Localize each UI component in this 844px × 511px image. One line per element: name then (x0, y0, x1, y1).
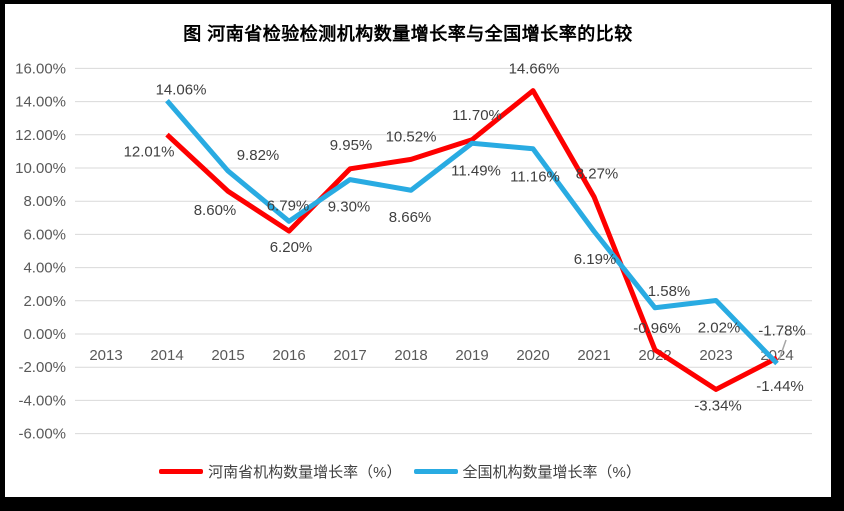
y-axis-tick-label: -6.00% (18, 426, 66, 443)
y-axis-tick-label: -2.00% (18, 359, 66, 376)
y-axis-tick-label: 4.00% (23, 260, 66, 277)
y-axis-tick-label: 14.00% (15, 94, 66, 111)
data-label: 8.66% (389, 209, 432, 226)
data-label: 11.16% (510, 169, 560, 186)
data-label: 6.79% (267, 197, 310, 214)
x-axis-tick-label: 2014 (150, 347, 183, 364)
data-label: 8.60% (194, 202, 237, 219)
x-axis-tick-label: 2023 (699, 347, 732, 364)
legend-label-henan: 河南省机构数量增长率（%） (208, 464, 402, 481)
x-axis-tick-label: 2016 (272, 347, 305, 364)
data-label: 11.70% (452, 107, 502, 124)
data-label: 9.95% (330, 137, 373, 154)
data-label: 9.82% (237, 147, 280, 164)
data-label: 8.27% (576, 166, 619, 183)
x-axis-tick-label: 2018 (394, 347, 427, 364)
y-axis-tick-label: 2.00% (23, 293, 66, 310)
data-label: 6.20% (270, 239, 313, 256)
data-label: 10.52% (386, 128, 437, 145)
frame-border-right (831, 0, 844, 511)
y-axis-tick-label: 12.00% (15, 127, 66, 144)
y-axis-tick-label: 16.00% (15, 60, 66, 77)
data-label: 6.19% (574, 251, 617, 268)
chart-legend: 河南省机构数量增长率（%） 全国机构数量增长率（%） (0, 461, 800, 482)
x-axis-tick-label: 2017 (333, 347, 366, 364)
data-label: 12.01% (124, 144, 175, 161)
data-label-leader-line (778, 339, 787, 361)
chart-title: 图 河南省检验检测机构数量增长率与全国增长率的比较 (183, 24, 633, 44)
x-axis-tick-label: 2020 (516, 347, 549, 364)
data-label: -3.34% (694, 397, 742, 414)
y-axis-tick-label: 10.00% (15, 160, 66, 177)
data-label: -0.96% (633, 320, 681, 337)
data-label: 9.30% (328, 199, 371, 216)
y-axis-tick-label: 0.00% (23, 326, 66, 343)
legend-swatch-henan (159, 469, 204, 474)
frame-border-left (0, 0, 5, 511)
y-axis-tick-label: 8.00% (23, 193, 66, 210)
legend-item-henan: 河南省机构数量增长率（%） (159, 461, 402, 482)
frame-border-top (0, 0, 844, 4)
data-label: 1.58% (648, 283, 691, 300)
data-label: -1.44% (756, 378, 804, 395)
data-label: 14.06% (156, 82, 207, 99)
legend-swatch-national (413, 469, 458, 474)
frame-border-bottom (0, 497, 844, 511)
data-label: 11.49% (451, 162, 501, 179)
x-axis-tick-label: 2021 (577, 347, 610, 364)
data-label: 14.66% (509, 61, 560, 78)
y-axis-tick-label: -4.00% (18, 392, 66, 409)
series-line-henan (165, 88, 779, 392)
series-line-national (165, 98, 779, 366)
x-axis-tick-label: 2022 (638, 347, 671, 364)
legend-label-national: 全国机构数量增长率（%） (462, 464, 641, 481)
data-label: 2.02% (698, 319, 741, 336)
legend-item-national: 全国机构数量增长率（%） (413, 461, 641, 482)
y-axis-tick-label: 6.00% (23, 226, 66, 243)
data-label: -1.78% (758, 323, 806, 340)
x-axis-tick-label: 2013 (89, 347, 122, 364)
x-axis-tick-label: 2019 (455, 347, 488, 364)
x-axis-tick-label: 2015 (211, 347, 244, 364)
